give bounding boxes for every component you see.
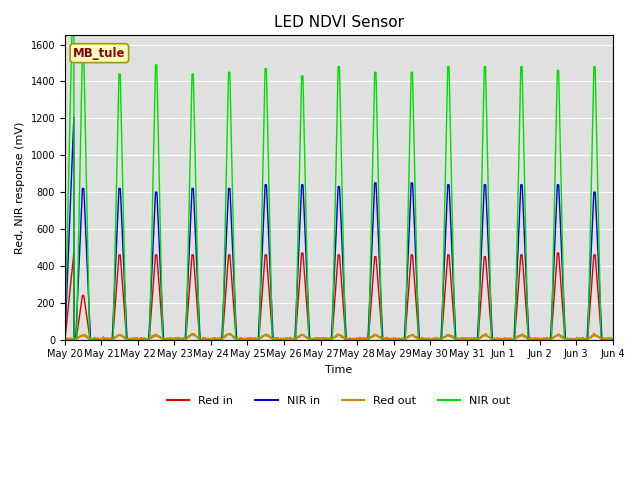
NIR in: [124, 337, 131, 343]
Text: MB_tule: MB_tule: [73, 47, 125, 60]
Red in: [540, 337, 547, 343]
NIR in: [61, 337, 68, 343]
Title: LED NDVI Sensor: LED NDVI Sensor: [274, 15, 404, 30]
Red out: [598, 336, 606, 341]
Red in: [271, 337, 279, 343]
Red in: [598, 337, 606, 343]
NIR in: [609, 337, 616, 343]
NIR out: [156, 215, 164, 220]
Y-axis label: Red, NIR response (mV): Red, NIR response (mV): [15, 121, 25, 254]
Red in: [61, 337, 68, 343]
NIR out: [540, 337, 547, 343]
Red out: [609, 336, 616, 342]
NIR in: [156, 260, 164, 266]
NIR out: [271, 337, 279, 343]
Red out: [124, 336, 131, 342]
NIR in: [295, 244, 303, 250]
NIR out: [598, 337, 606, 343]
Red in: [70, 250, 77, 256]
Red in: [124, 337, 131, 343]
NIR in: [271, 337, 279, 343]
NIR out: [61, 337, 68, 343]
Line: NIR in: NIR in: [65, 118, 612, 340]
Red out: [590, 330, 598, 336]
NIR in: [540, 337, 547, 343]
Red in: [156, 296, 164, 301]
Line: Red in: Red in: [65, 253, 612, 340]
NIR in: [70, 115, 77, 120]
NIR out: [124, 337, 131, 343]
NIR out: [295, 195, 303, 201]
Red out: [61, 336, 68, 341]
Line: Red out: Red out: [65, 333, 612, 340]
Red out: [295, 334, 303, 340]
Red out: [250, 337, 257, 343]
Red in: [295, 288, 303, 293]
Red in: [609, 337, 616, 343]
X-axis label: Time: Time: [325, 365, 353, 375]
Line: NIR out: NIR out: [65, 0, 612, 340]
NIR in: [598, 337, 606, 343]
Red out: [156, 335, 164, 341]
Red out: [540, 336, 547, 341]
Red out: [271, 336, 279, 342]
NIR out: [609, 337, 616, 343]
Legend: Red in, NIR in, Red out, NIR out: Red in, NIR in, Red out, NIR out: [163, 391, 515, 410]
